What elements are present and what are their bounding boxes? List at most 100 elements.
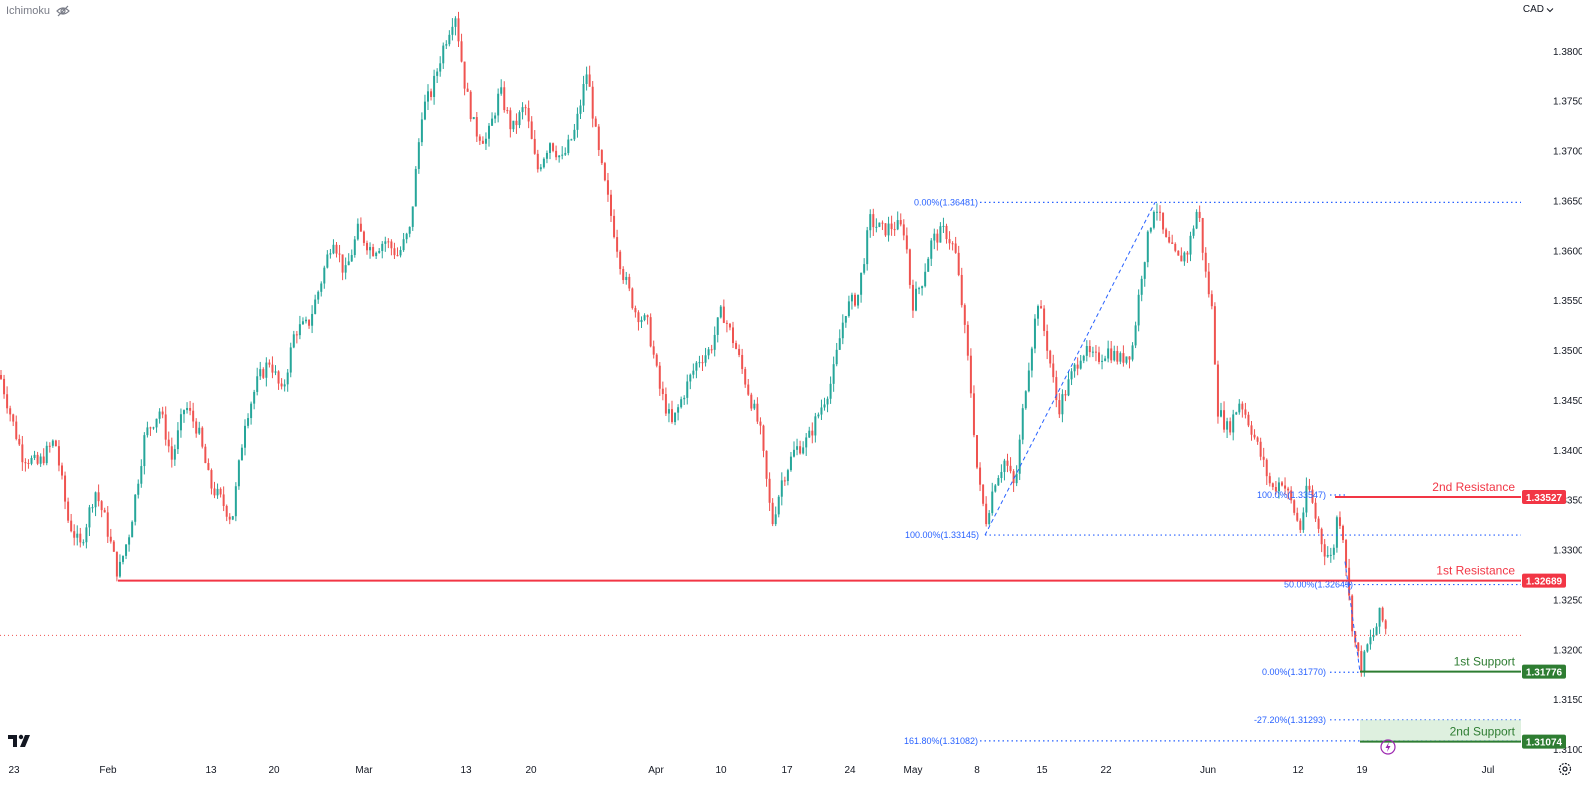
candle-body — [1177, 250, 1180, 256]
candle-body — [957, 252, 960, 275]
candle-body — [832, 364, 835, 384]
candle-body — [472, 117, 475, 120]
candle-body — [280, 383, 283, 387]
candle-body — [951, 243, 954, 245]
currency-label: CAD — [1522, 4, 1544, 15]
candle-body — [259, 369, 262, 377]
candle-body — [969, 355, 972, 394]
candle-body — [1162, 212, 1165, 230]
candle-body — [875, 226, 878, 228]
candle-body — [195, 421, 198, 434]
candle-body — [314, 299, 317, 314]
currency-selector[interactable]: CAD — [1523, 4, 1554, 15]
candle-body — [1113, 351, 1116, 361]
price-tag-label: 1.32689 — [1526, 577, 1563, 588]
candle-body — [1320, 528, 1323, 545]
candle-body — [1082, 355, 1085, 361]
candle-body — [649, 317, 652, 347]
settings-gear-icon[interactable] — [1558, 762, 1572, 776]
candle-body — [268, 362, 271, 365]
candle-body — [253, 391, 256, 404]
candle-body — [317, 291, 320, 300]
candle-body — [741, 354, 744, 370]
candle-body — [103, 510, 106, 513]
candle-body — [179, 414, 182, 431]
candle-body — [716, 317, 719, 335]
candle-body — [1079, 360, 1082, 369]
candle-body — [1183, 252, 1186, 262]
candle-body — [637, 312, 640, 323]
candle-body — [603, 163, 606, 181]
y-tick-label: 1.31500 — [1553, 695, 1582, 706]
candle-body — [1159, 211, 1161, 213]
x-tick-label: Mar — [355, 765, 373, 776]
candle-body — [213, 488, 216, 496]
candle-body — [759, 421, 762, 426]
candle-body — [918, 288, 921, 290]
candle-body — [506, 110, 509, 112]
candle-body — [1226, 421, 1229, 430]
indicator-legend[interactable]: Ichimoku — [6, 4, 70, 18]
candle-body — [1165, 229, 1168, 238]
candle-body — [527, 107, 530, 122]
candle-body — [234, 486, 237, 517]
candle-body — [356, 223, 359, 240]
eye-off-icon[interactable] — [56, 4, 70, 18]
candle-body — [1308, 485, 1311, 490]
candle-body — [1104, 358, 1107, 361]
candle-body — [1354, 631, 1357, 643]
candle-body — [829, 383, 832, 399]
candle-body — [283, 384, 286, 387]
candle-body — [854, 294, 856, 306]
candle-body — [411, 206, 414, 227]
candle-body — [634, 308, 637, 313]
x-tick-label: 12 — [1292, 765, 1304, 776]
candle-body — [143, 435, 146, 467]
candle-body — [1155, 211, 1158, 213]
candle-body — [1128, 356, 1131, 360]
candle-body — [18, 438, 21, 445]
candle-body — [1326, 555, 1329, 557]
candle-body — [771, 502, 774, 525]
candle-body — [753, 403, 756, 409]
candle-body — [51, 440, 54, 446]
candle-body — [1015, 473, 1018, 484]
candle-body — [1192, 228, 1195, 236]
candle-body — [915, 288, 917, 311]
candle-body — [1143, 262, 1146, 279]
candle-body — [222, 494, 225, 506]
candle-body — [21, 444, 24, 463]
candle-body — [1171, 242, 1174, 244]
candle-body — [122, 555, 124, 562]
candle-body — [308, 319, 311, 326]
lightning-icon[interactable] — [1380, 739, 1396, 755]
candle-body — [1085, 346, 1088, 356]
candle-body — [1369, 637, 1372, 645]
candle-body — [631, 288, 634, 309]
candle-body — [292, 334, 295, 348]
candle-body — [606, 180, 609, 195]
candle-body — [430, 91, 433, 97]
candle-body — [963, 305, 966, 325]
candle-body — [204, 446, 207, 464]
x-tick-label: Feb — [99, 765, 117, 776]
candle-body — [219, 488, 222, 495]
candle-body — [976, 435, 978, 468]
candle-body — [728, 323, 731, 328]
candle-body — [1329, 554, 1332, 556]
candle-body — [911, 284, 914, 311]
candle-body — [841, 322, 844, 339]
candle-body — [225, 505, 228, 517]
candle-body — [1073, 364, 1076, 372]
candle-body — [137, 483, 140, 495]
candle-body — [539, 167, 542, 170]
candle-body — [988, 513, 991, 525]
candle-body — [857, 294, 860, 306]
candle-body — [378, 250, 381, 253]
candle-body — [762, 425, 765, 451]
candle-body — [494, 115, 497, 119]
candle-body — [811, 430, 814, 436]
candle-body — [1204, 252, 1207, 272]
candle-body — [692, 370, 695, 375]
